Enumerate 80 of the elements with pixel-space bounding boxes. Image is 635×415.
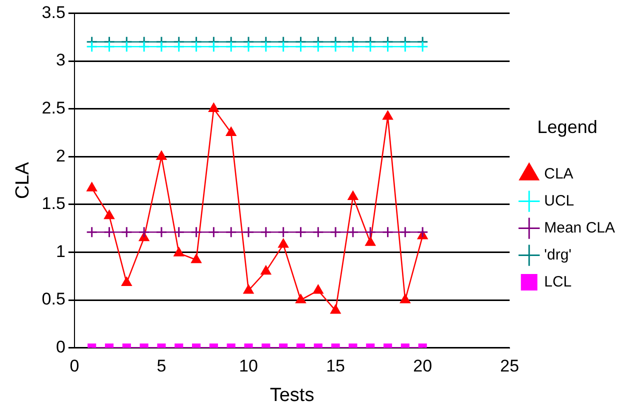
legend-title: Legend (537, 117, 598, 138)
point (365, 236, 376, 246)
point (156, 150, 167, 160)
point (225, 40, 237, 52)
y-tick-label: 3 (56, 50, 66, 70)
point (86, 40, 98, 52)
point (294, 226, 306, 238)
point (104, 40, 115, 52)
point (86, 226, 98, 238)
x-axis-title: Tests (270, 384, 314, 406)
point (416, 226, 428, 238)
point (312, 40, 324, 52)
point (173, 40, 185, 52)
point (208, 226, 220, 238)
point (242, 40, 254, 52)
point (243, 284, 254, 294)
point (225, 226, 237, 238)
point (278, 40, 290, 52)
point (364, 40, 376, 52)
point (156, 40, 168, 52)
point (260, 226, 272, 238)
point (120, 40, 132, 52)
point (138, 226, 150, 238)
point (330, 226, 342, 238)
point (120, 226, 132, 238)
point (138, 40, 150, 52)
y-tick-label: 3.5 (42, 2, 66, 22)
point (242, 226, 254, 238)
point (208, 40, 220, 52)
y-tick-label: 0.5 (42, 290, 66, 309)
point (382, 110, 393, 120)
point (190, 226, 202, 238)
point (347, 226, 359, 238)
point (348, 191, 358, 200)
y-tick-label: 0 (56, 337, 66, 356)
legend-label: LCL (544, 273, 572, 290)
x-tick-label: 25 (500, 356, 520, 376)
point (226, 126, 236, 136)
legend-label: 'drg' (544, 246, 572, 264)
point (330, 304, 341, 314)
point (174, 247, 184, 256)
x-tick-label: 5 (156, 356, 166, 376)
point (400, 294, 410, 304)
legend-label: UCL (544, 192, 574, 210)
point (104, 210, 114, 220)
point (364, 226, 376, 238)
y-tick-label: 1.5 (42, 194, 66, 214)
point (399, 226, 411, 238)
legend-label: Mean CLA (544, 219, 616, 236)
point (278, 238, 288, 248)
point (296, 294, 306, 304)
point (86, 182, 97, 192)
point (191, 254, 202, 264)
point (399, 40, 411, 52)
point (312, 226, 324, 238)
x-tick-label: 15 (326, 356, 346, 376)
point (156, 226, 168, 238)
y-tick-label: 1 (56, 242, 66, 261)
point (330, 40, 342, 52)
point (278, 226, 290, 238)
y-tick-label: 2 (56, 146, 66, 166)
point (173, 226, 185, 238)
point (416, 40, 428, 52)
point (104, 226, 115, 238)
point (347, 40, 359, 52)
x-tick-label: 10 (239, 356, 258, 376)
x-tick-label: 20 (413, 356, 432, 376)
legend-label: CLA (544, 165, 574, 182)
point (294, 40, 306, 52)
point (190, 40, 202, 52)
y-axis-title: CLA (12, 162, 34, 199)
point (122, 277, 132, 286)
point (260, 266, 271, 275)
point (382, 40, 394, 52)
y-tick-label: 2.5 (42, 98, 66, 118)
point (382, 226, 394, 238)
x-tick-label: 0 (70, 356, 80, 376)
point (313, 284, 324, 294)
point (208, 103, 219, 112)
point (260, 40, 272, 52)
